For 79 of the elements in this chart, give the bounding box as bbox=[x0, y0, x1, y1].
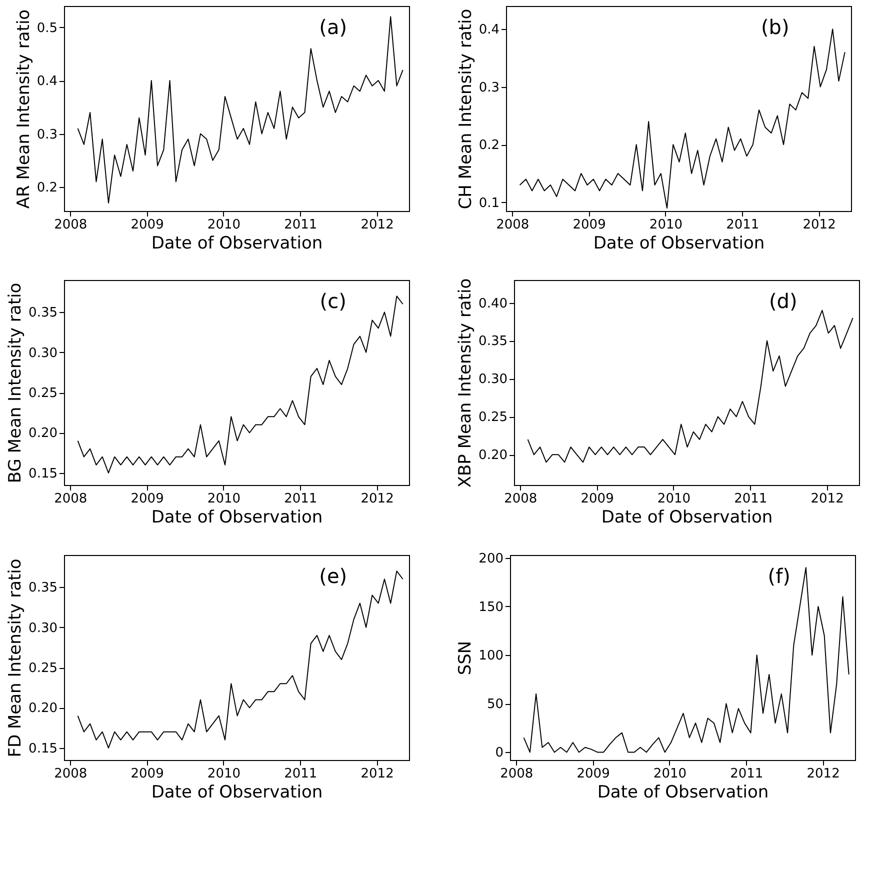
y-tick-label: 0.2 bbox=[36, 180, 58, 196]
y-tick-label: 0.25 bbox=[478, 410, 508, 426]
x-tick-label: 2012 bbox=[360, 766, 394, 782]
y-axis-title: SSN bbox=[456, 640, 476, 676]
y-tick-label: 0.30 bbox=[478, 372, 508, 388]
x-axis-title: Date of Observation bbox=[151, 234, 323, 254]
x-tick-label: 2010 bbox=[207, 218, 241, 232]
x-tick-label: 2012 bbox=[360, 492, 394, 506]
x-tick-label: 2008 bbox=[496, 218, 530, 232]
x-tick-label: 2011 bbox=[730, 766, 764, 782]
annotation: (a) bbox=[319, 15, 348, 39]
x-tick-label: 2011 bbox=[284, 218, 318, 232]
line-series bbox=[527, 310, 854, 463]
y-tick-label: 200 bbox=[478, 551, 504, 566]
y-tick-label: 0.5 bbox=[36, 20, 58, 36]
x-tick-label: 2008 bbox=[54, 218, 88, 232]
x-tick-label: 2009 bbox=[130, 492, 164, 506]
x-axis-title: Date of Observation bbox=[593, 234, 765, 254]
x-tick-label: 2010 bbox=[207, 766, 241, 782]
line-series bbox=[77, 16, 404, 204]
y-tick-label: 0.25 bbox=[28, 386, 58, 402]
y-tick-label: 0.3 bbox=[478, 80, 500, 96]
y-tick-label: 0.35 bbox=[28, 580, 58, 596]
y-tick-label: 100 bbox=[478, 648, 504, 664]
x-axis-title: Date of Observation bbox=[151, 508, 323, 528]
y-tick-label: 0.20 bbox=[28, 426, 58, 442]
x-tick-label: 2012 bbox=[802, 218, 836, 232]
y-axis-title: CH Mean Intensity ratio bbox=[456, 8, 476, 210]
x-tick-label: 2010 bbox=[649, 218, 683, 232]
x-tick-label: 2011 bbox=[284, 766, 318, 782]
x-tick-label: 2011 bbox=[726, 218, 760, 232]
y-tick-label: 0.30 bbox=[28, 346, 58, 361]
y-tick-label: 0.35 bbox=[478, 334, 508, 350]
x-tick-label: 2011 bbox=[734, 492, 768, 506]
x-tick-label: 2008 bbox=[54, 766, 88, 782]
x-axis-title: Date of Observation bbox=[597, 782, 769, 802]
x-tick-label: 2012 bbox=[810, 492, 844, 506]
annotation: (b) bbox=[760, 15, 790, 39]
y-tick-label: 0.20 bbox=[28, 701, 58, 716]
x-axis-title: Date of Observation bbox=[151, 782, 323, 802]
x-tick-label: 2010 bbox=[653, 766, 687, 782]
x-tick-label: 2010 bbox=[207, 492, 241, 506]
y-tick-label: 0.15 bbox=[28, 466, 58, 482]
line-series bbox=[523, 567, 850, 753]
y-tick-label: 0.4 bbox=[478, 22, 500, 38]
annotation: (f) bbox=[768, 564, 790, 588]
x-tick-label: 2009 bbox=[576, 766, 610, 782]
y-tick-label: 0.1 bbox=[478, 196, 500, 211]
x-tick-label: 2009 bbox=[130, 766, 164, 782]
y-axis-title: AR Mean Intensity ratio bbox=[14, 9, 34, 209]
y-tick-label: 0.20 bbox=[478, 448, 508, 464]
y-tick-label: 0.2 bbox=[478, 138, 500, 154]
y-tick-label: 0.25 bbox=[28, 661, 58, 676]
x-tick-label: 2012 bbox=[360, 218, 394, 232]
x-tick-label: 2012 bbox=[806, 766, 840, 782]
y-tick-label: 0.3 bbox=[36, 127, 58, 142]
annotation: (c) bbox=[320, 289, 346, 313]
x-axis-title: Date of Observation bbox=[601, 508, 773, 528]
x-tick-label: 2008 bbox=[500, 766, 534, 782]
x-tick-label: 2011 bbox=[284, 492, 318, 506]
y-axis-title: BG Mean Intensity ratio bbox=[6, 282, 26, 484]
y-tick-label: 50 bbox=[486, 697, 504, 712]
y-axis-title: XBP Mean Intensity ratio bbox=[456, 278, 476, 488]
y-tick-label: 0.15 bbox=[28, 741, 58, 756]
x-tick-label: 2009 bbox=[580, 492, 614, 506]
y-tick-label: 0.35 bbox=[28, 306, 58, 321]
x-tick-label: 2008 bbox=[504, 492, 538, 506]
x-tick-label: 2009 bbox=[572, 218, 606, 232]
y-tick-label: 0.4 bbox=[36, 74, 58, 90]
x-tick-label: 2010 bbox=[657, 492, 691, 506]
annotation: (e) bbox=[319, 564, 348, 588]
x-tick-label: 2009 bbox=[130, 218, 164, 232]
y-axis-title: FD Mean Intensity ratio bbox=[6, 558, 26, 758]
x-tick-label: 2008 bbox=[54, 492, 88, 506]
y-tick-label: 150 bbox=[478, 600, 504, 615]
annotation: (d) bbox=[768, 289, 798, 313]
y-tick-label: 0 bbox=[495, 746, 504, 761]
y-tick-label: 0.40 bbox=[478, 296, 508, 312]
y-tick-label: 0.30 bbox=[28, 620, 58, 636]
